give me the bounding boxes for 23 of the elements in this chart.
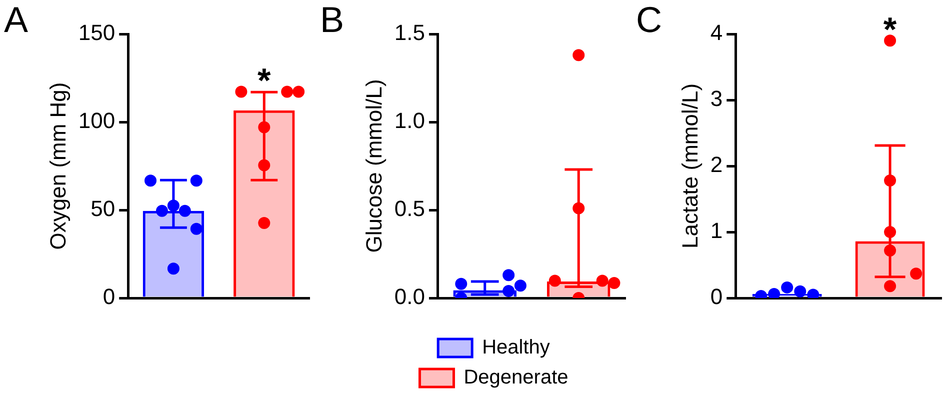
y-tick-label: 100 xyxy=(78,108,116,134)
legend-label: Healthy xyxy=(482,336,550,359)
y-tick-label: 150 xyxy=(78,20,116,46)
chart-title: B xyxy=(320,0,344,40)
y-tick-label: 0 xyxy=(710,284,723,310)
y-tick-label: 50 xyxy=(90,196,116,222)
y-tick-label: 0.5 xyxy=(394,196,425,222)
annotation: * xyxy=(258,62,272,100)
y-tick-label: 0.0 xyxy=(394,284,425,310)
y-tick-label: 4 xyxy=(710,20,723,46)
y-axis-title: Lactate (mmol/L) xyxy=(677,83,702,249)
y-tick-label: 2 xyxy=(710,152,723,178)
y-tick-label: 0 xyxy=(102,284,116,310)
y-axis-title: Glucose (mmol/L) xyxy=(361,79,386,253)
y-tick-label: 3 xyxy=(710,86,723,112)
annotation: * xyxy=(883,10,898,49)
y-axis-title: Oxygen (mm Hg) xyxy=(45,82,70,250)
y-tick-label: 1.5 xyxy=(394,20,425,46)
chart-title: C xyxy=(636,0,662,40)
y-tick-label: 1 xyxy=(710,218,723,244)
chart-title: A xyxy=(4,0,28,40)
legend-label: Degenerate xyxy=(464,366,568,389)
y-tick-label: 1.0 xyxy=(394,108,425,134)
